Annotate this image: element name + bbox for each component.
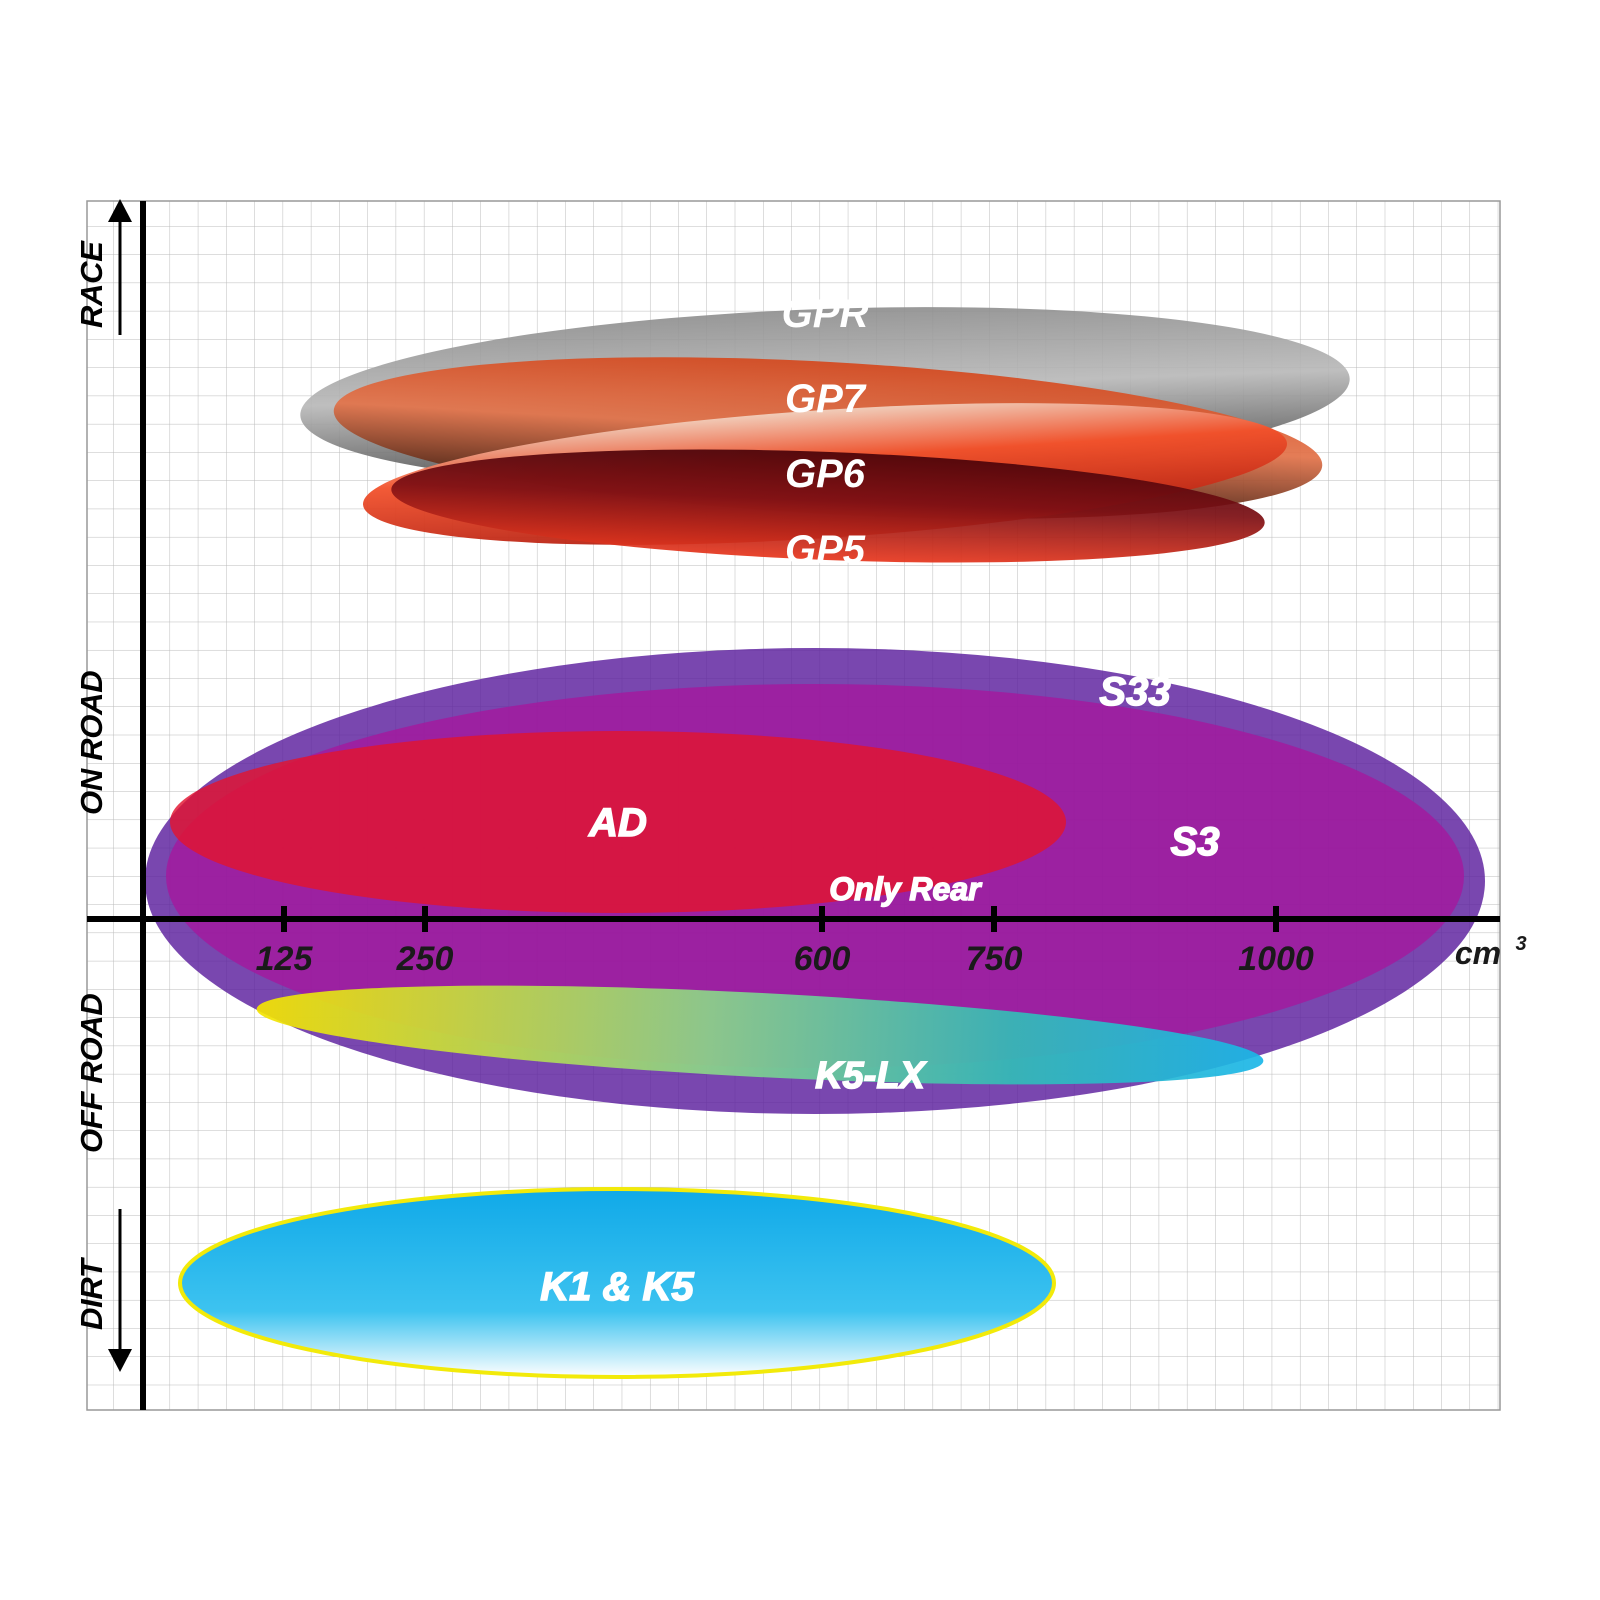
svg-text:S3: S3 bbox=[1171, 820, 1220, 864]
svg-text:DIRT: DIRT bbox=[74, 1256, 109, 1330]
svg-text:K1 & K5: K1 & K5 bbox=[540, 1265, 694, 1309]
svg-text:RACE: RACE bbox=[74, 240, 109, 328]
svg-text:GP7: GP7 bbox=[785, 377, 867, 421]
svg-text:K5-LX: K5-LX bbox=[815, 1055, 927, 1097]
svg-text:600: 600 bbox=[794, 940, 851, 978]
svg-text:S33: S33 bbox=[1099, 670, 1170, 714]
svg-text:GP6: GP6 bbox=[785, 452, 866, 496]
svg-text:ON ROAD: ON ROAD bbox=[74, 671, 109, 815]
svg-text:750: 750 bbox=[966, 940, 1023, 978]
svg-text:GP5: GP5 bbox=[785, 528, 866, 572]
svg-text:125: 125 bbox=[256, 940, 314, 978]
svg-text:AD: AD bbox=[588, 801, 647, 845]
svg-text:cm: cm bbox=[1455, 935, 1501, 971]
svg-text:1000: 1000 bbox=[1238, 940, 1314, 978]
svg-text:Only Rear: Only Rear bbox=[829, 871, 982, 907]
svg-text:250: 250 bbox=[396, 940, 454, 978]
svg-text:OFF ROAD: OFF ROAD bbox=[74, 994, 109, 1153]
svg-text:3: 3 bbox=[1515, 933, 1526, 955]
svg-text:GPR: GPR bbox=[782, 292, 869, 336]
